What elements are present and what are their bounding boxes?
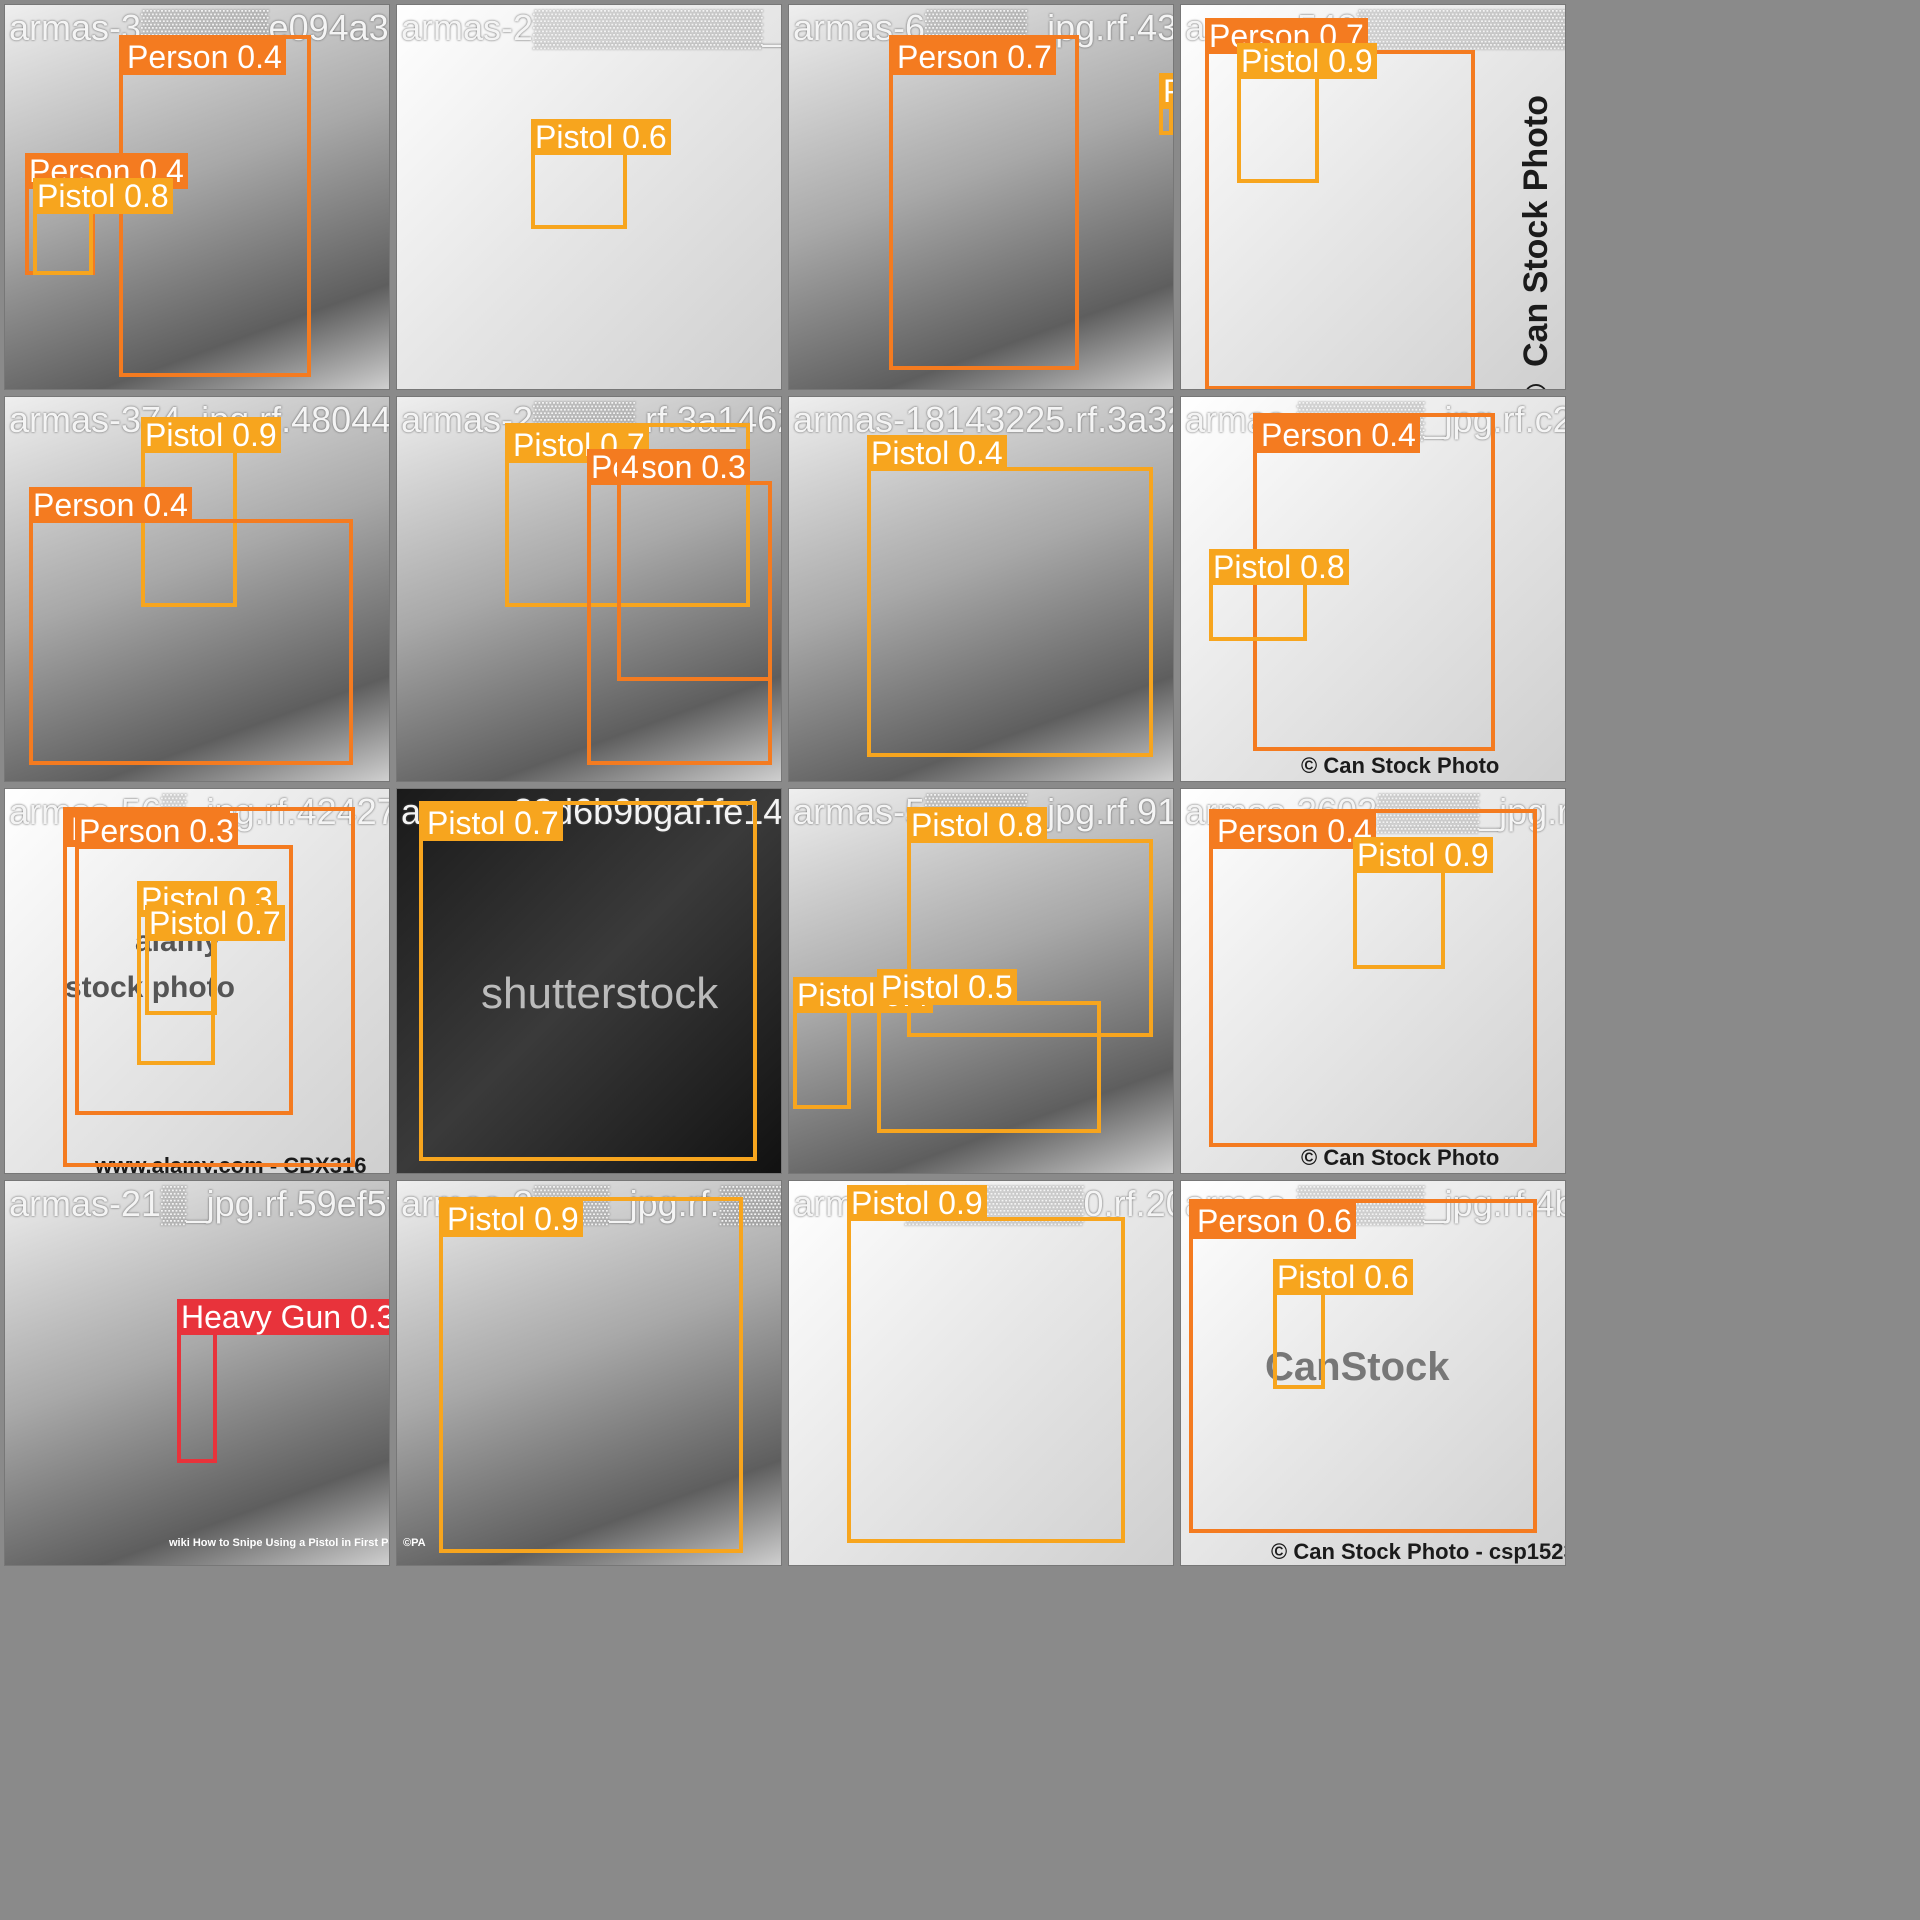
detection-label: Pistol 0.7	[423, 805, 563, 841]
tile-filename: armas-2▒▒▒▒▒▒▒▒▒_jpg.rf.697a7c3b	[401, 7, 782, 48]
detection-label: Pistol 0.9	[141, 417, 281, 453]
detection-label: Pistol 0.6	[531, 119, 671, 155]
watermark-text: ©PA	[403, 1537, 426, 1549]
watermark-text: shutterstock	[481, 969, 719, 1018]
pistol-detection-box: Pistol 0.9	[1237, 43, 1377, 183]
pistol-detection-box: Pistol 0.6	[531, 119, 671, 229]
pistol-detection-box: Pistol 0.9	[1353, 837, 1493, 969]
detection-label: Pistol 0.6	[1159, 73, 1173, 109]
detection-label: Heavy Gun 0.3	[177, 1299, 389, 1335]
pistol-detection-box: Pistol 0.8	[33, 178, 173, 275]
detection-label: Person 0.4	[29, 487, 192, 523]
person-detection-box: 4	[617, 449, 772, 681]
person-detection-box: Person 0.4	[29, 487, 353, 765]
detection-label: Pistol 0.7	[145, 905, 285, 941]
person-detection-box: Person 0.7	[889, 35, 1079, 370]
image-tile: armas-374_jpg.rf.48044296Pistol 0.9Perso…	[4, 396, 390, 782]
image-tile: armas-▒▒▒▒▒_jpg.rf.c2c9857b© Can Stock P…	[1180, 396, 1566, 782]
watermark-text: stock photo	[65, 971, 235, 1004]
image-tile: armas-28d6b9bgaf.fe14c125shutterstockPis…	[396, 788, 782, 1174]
detection-label: Pistol 0.9	[443, 1201, 583, 1237]
detection-label: Pistol 0.7	[509, 427, 649, 463]
image-tile: armas-2▒▒▒▒▒▒▒▒▒_jpg.rf.697a7c3b Pistol 0…	[396, 4, 782, 390]
watermark-text: wiki How to Snipe Using a Pistol in Firs…	[169, 1537, 389, 1549]
pistol-detection-box: Pistol 0.4	[793, 977, 933, 1109]
detection-label: Person 0.7	[893, 39, 1056, 75]
watermark-text: © Can Stock Photo	[1301, 753, 1500, 778]
image-tile: armas-56▒_jpg.rf.42427976alamystock phot…	[4, 788, 390, 1174]
pistol-detection-box: Pistol 0.4	[867, 435, 1153, 757]
image-tile: armas-21▒_jpg.rf.59ef5f8f41wiki How to S…	[4, 1180, 390, 1566]
pistol-detection-box: Pistol 0.9	[141, 417, 281, 607]
detection-label: Pistol 0.9	[847, 1185, 987, 1221]
person-detection-box: Person 0.4	[1209, 809, 1537, 1147]
image-tile: armas-3▒▒▒▒▒e094a374de45a52438980bf.697a…	[4, 4, 390, 390]
detection-label: Pistol 0.5	[877, 969, 1017, 1005]
watermark-text: © Can Stock Photo - csp15239254	[1271, 1539, 1565, 1564]
detection-label: Person 0.4	[123, 39, 286, 75]
image-tile: armas-540▒▒▒▒▒▒▒▒▒▒97c00de8© Can Stock P…	[1180, 4, 1566, 390]
detection-label: Person 0.4	[1257, 417, 1420, 453]
watermark-text: CanStock	[1265, 1345, 1450, 1389]
image-tile: armas-▒▒▒▒▒▒▒0.rf.20a180a3Pistol 0.9	[788, 1180, 1174, 1566]
detection-label: Pistol 0.8	[1209, 549, 1349, 585]
detection-label: 4	[617, 449, 643, 485]
pistol-detection-box: Pistol 0.8	[1209, 549, 1349, 641]
person-detection-box: Person 0.6	[1189, 1199, 1537, 1533]
detection-label: Pistol 0.6	[1273, 1259, 1413, 1295]
tile-filename: armas-18143225.rf.3a327ca3	[793, 399, 1173, 440]
detection-label: Pistol 0.9	[1353, 837, 1493, 873]
image-tile: armas-▒▒▒▒▒_jpg.rf.4b98958CanStock© Can …	[1180, 1180, 1566, 1566]
detection-label: Person 0.3	[75, 813, 238, 849]
pistol-detection-box: Pistol 0.7	[419, 801, 757, 1161]
detection-label: Pistol 0.8	[33, 178, 173, 214]
watermark-text: © Can Stock Photo	[1301, 1145, 1500, 1170]
detection-label: Pistol 0.9	[1237, 43, 1377, 79]
image-tile: armas-5▒▒▒▒_jpg.rf.918c8cPistol 0.8Pisto…	[788, 788, 1174, 1174]
person-detection-box: Person 0.7	[1205, 18, 1475, 389]
pistol-detection-box: Pistol 0.9	[847, 1185, 1125, 1543]
detection-label: Pistol 0.4	[867, 435, 1007, 471]
detection-label: Person 0.3	[587, 449, 750, 485]
image-tile: armas-3602▒▒▒▒_jpg.rf © Can Stock Photo Pe…	[1180, 788, 1566, 1174]
image-tile: armas-6▒▒▒▒_jpg.rf.43d32b78Person 0.7Pis…	[788, 4, 1174, 390]
pistol-detection-box: Pistol 0.5	[877, 969, 1101, 1133]
pistol-detection-box: Pistol 0.6	[1273, 1259, 1413, 1389]
pistol-detection-box: Pistol 0.7	[505, 423, 750, 607]
watermark-text: © Can Stock Photo	[1517, 95, 1555, 390]
pistol-detection-box: Pistol 0.9	[439, 1197, 743, 1553]
person-detection-box: Person 0.3	[75, 813, 293, 1115]
detection-label: Pistol 0.8	[907, 807, 1047, 843]
tile-filename: armas-21▒_jpg.rf.59ef5f8f41	[9, 1183, 389, 1224]
image-tile: armas-2▒▒▒▒.rf.3a1462e26Pistol 0.7Person…	[396, 396, 782, 782]
pistol-detection-box: Pistol 0.8	[907, 807, 1153, 1037]
pistol-detection-box: Pistol 0.6	[1159, 73, 1173, 135]
heavy-gun-detection-box: Heavy Gun 0.3	[177, 1299, 389, 1463]
image-tile: armas-18143225.rf.3a327ca3Pistol 0.4	[788, 396, 1174, 782]
pistol-detection-box: Pistol 0.7	[145, 905, 285, 1015]
detection-label: Person 0.4	[1213, 813, 1376, 849]
detection-label: Person 0.6	[1193, 1203, 1356, 1239]
